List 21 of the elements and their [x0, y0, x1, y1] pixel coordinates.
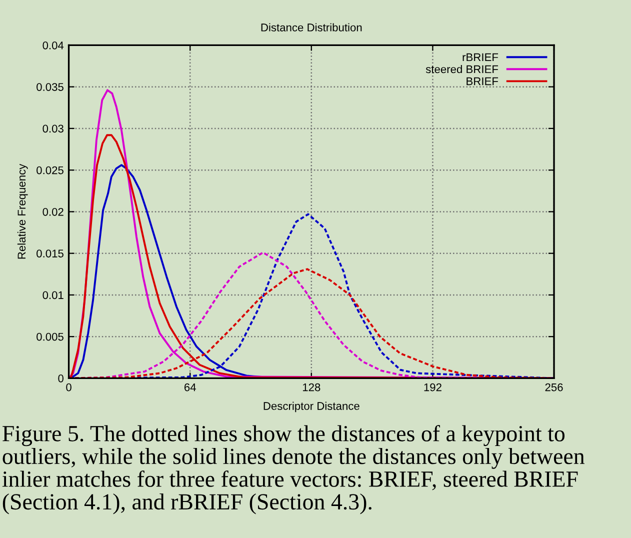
y-axis-title: Relative Frequency — [17, 164, 28, 259]
y-tick-label: 0.035 — [36, 83, 64, 91]
legend-label: steered BRIEF — [426, 64, 498, 74]
x-tick-label: 0 — [66, 383, 72, 392]
y-tick-label: 0.04 — [42, 41, 64, 50]
legend-label: BRIEF — [466, 77, 498, 86]
x-tick-label: 192 — [424, 383, 442, 392]
x-tick-label: 256 — [545, 383, 563, 392]
y-tick-label: 0.005 — [36, 332, 64, 341]
x-tick-label: 128 — [302, 383, 320, 392]
legend-label: rBRIEF — [462, 53, 498, 62]
y-tick-label: 0.01 — [42, 291, 64, 300]
chart-title: Distance Distribution — [261, 23, 362, 32]
caption: Figure 5. The dotted lines show the distances of a keypoint to outliers, while the solid lines denote the distances only between inlier matches for three feature vectors: BRIEF, steered BRIEF (Section 4.1), and rBRIEF (Section 4.3). — [2, 425, 585, 514]
x-tick-label: 64 — [184, 383, 196, 392]
y-tick-label: 0 — [58, 374, 64, 382]
y-tick-label: 0.02 — [42, 208, 64, 216]
y-tick-label: 0.015 — [36, 250, 64, 258]
y-tick-label: 0.03 — [42, 124, 64, 133]
y-tick-label: 0.025 — [36, 166, 64, 174]
x-axis-title: Descriptor Distance — [264, 402, 360, 412]
